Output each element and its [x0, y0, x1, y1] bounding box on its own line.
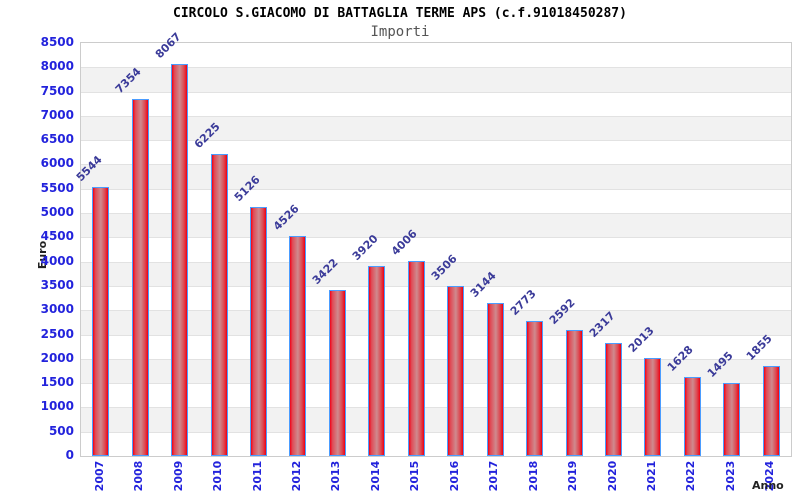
bar [210, 153, 228, 456]
y-tick-label: 5500 [40, 180, 74, 195]
bar [92, 186, 110, 456]
x-tick-label: 2018 [526, 460, 540, 492]
y-tick-label: 3500 [40, 277, 74, 292]
bar [171, 64, 189, 456]
bar [644, 358, 662, 456]
bar [683, 376, 701, 456]
y-tick-label: 8000 [40, 59, 74, 74]
bar [328, 289, 346, 456]
y-tick-label: 0 [65, 448, 74, 462]
background-band [81, 431, 791, 456]
bar [526, 321, 544, 456]
gridline [81, 213, 791, 215]
y-tick-label: 2500 [40, 326, 74, 341]
gridline [81, 91, 791, 93]
x-tick-label: 2015 [408, 460, 422, 492]
x-tick-label: 2007 [92, 460, 106, 492]
gridline [81, 310, 791, 312]
y-tick-label: 2000 [40, 350, 74, 365]
plot-area: 5544 7354 8067 6225 5126 4526 3422 3920 4006 3506… [74, 30, 792, 457]
background-band [81, 140, 791, 165]
x-tick-label: 2020 [605, 460, 619, 492]
y-tick-label: 7000 [40, 107, 74, 122]
background-band [81, 115, 791, 141]
background-band [81, 43, 791, 68]
gridline [81, 164, 791, 166]
background-band [81, 407, 791, 432]
gridline [81, 67, 791, 69]
gridline [81, 334, 791, 336]
bar [447, 285, 465, 456]
bar [565, 330, 583, 456]
x-tick-label: 2023 [723, 460, 737, 492]
x-tick-label: 2008 [132, 460, 146, 492]
y-tick-label: 8500 [40, 35, 74, 49]
chart-subtitle: Importi [370, 24, 430, 40]
y-tick-label: 1000 [40, 399, 74, 414]
gridline [81, 285, 791, 287]
gridline [81, 407, 791, 409]
y-tick-label: 1500 [40, 375, 74, 390]
x-axis-title: Anno [752, 479, 784, 492]
x-tick-label: 2017 [487, 460, 501, 492]
background-band [81, 261, 791, 286]
x-tick-label: 2019 [566, 460, 580, 492]
x-tick-label: 2013 [329, 460, 343, 492]
background-band [81, 334, 791, 359]
gridline [81, 431, 791, 433]
background-band [81, 285, 791, 311]
x-axis-tick-labels: 2007 2008 2009 2010 2011 2012 2013 2014 2015 2016… [80, 455, 790, 500]
gridline [81, 358, 791, 360]
x-tick-label: 2011 [250, 460, 264, 492]
gridline [81, 188, 791, 190]
gridline [81, 261, 791, 263]
background-band [81, 188, 791, 214]
x-tick-label: 2022 [684, 460, 698, 492]
background-band [81, 310, 791, 335]
y-tick-label: 6000 [40, 156, 74, 171]
x-tick-label: 2012 [289, 460, 303, 492]
gridline [81, 115, 791, 117]
bar [250, 206, 267, 456]
bar [368, 265, 386, 456]
bar [486, 303, 504, 456]
background-band [81, 164, 791, 189]
bar [723, 383, 741, 456]
x-tick-label: 2016 [447, 460, 461, 492]
x-tick-label: 2009 [171, 460, 185, 492]
y-axis-tick-labels: 0 500 1000 1500 2000 2500 3000 3500 4000 4500 5000… [0, 35, 74, 462]
background-band [81, 91, 791, 116]
y-tick-label: 4000 [40, 253, 74, 268]
bar [407, 261, 425, 456]
x-tick-label: 2010 [211, 460, 225, 492]
background-band [81, 213, 791, 238]
bar [289, 236, 307, 456]
background-band [81, 67, 791, 92]
background-band [81, 383, 791, 408]
bar [605, 343, 622, 456]
x-tick-label: 2021 [644, 460, 658, 492]
gridline [81, 140, 791, 142]
y-tick-label: 500 [48, 423, 74, 438]
chart-title: CIRCOLO S.GIACOMO DI BATTAGLIA TERME APS… [173, 6, 627, 21]
background-band [81, 358, 791, 384]
y-tick-label: 3000 [40, 302, 74, 317]
gridline [81, 237, 791, 239]
background-band [81, 237, 791, 262]
bar [131, 98, 149, 456]
y-tick-label: 6500 [40, 132, 74, 147]
y-tick-label: 5000 [40, 205, 74, 220]
gridline [81, 383, 791, 385]
x-tick-label: 2014 [368, 460, 382, 492]
y-tick-label: 4500 [40, 229, 74, 244]
y-tick-label: 7500 [40, 83, 74, 98]
bar [762, 365, 780, 456]
